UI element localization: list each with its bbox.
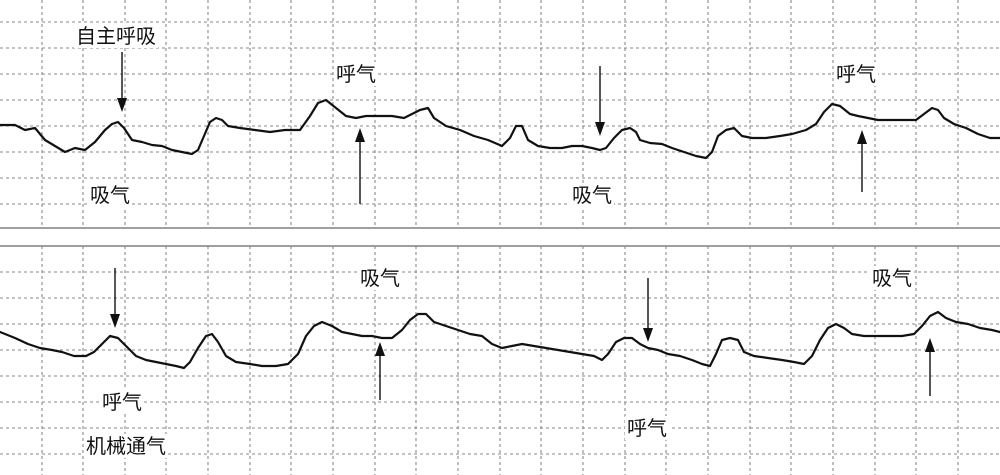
trace-mechanical: [0, 310, 1000, 370]
trace-spontaneous: [0, 98, 1000, 160]
label-inhale-bottom-2: 吸气: [870, 266, 914, 290]
label-exhale-top-2: 呼气: [834, 62, 878, 86]
arrow-top-inhale-2: [595, 66, 605, 136]
arrow-bottom-inhale-2: [925, 338, 935, 396]
grid-top: [0, 21, 1000, 229]
arrow-bottom-exhale-1: [110, 268, 120, 328]
label-inhale-top-1: 吸气: [88, 183, 132, 207]
label-exhale-bottom-2: 呼气: [625, 416, 669, 440]
mode-label-mechanical: 机械通气: [84, 434, 168, 458]
grid-verticals: [41, 0, 959, 475]
arrow-top-exhale-2: [857, 130, 867, 192]
label-inhale-bottom-1: 吸气: [358, 266, 402, 290]
arrow-top-exhale-1: [355, 128, 365, 204]
mode-label-spontaneous: 自主呼吸: [74, 24, 158, 48]
label-inhale-top-2: 吸气: [570, 183, 614, 207]
arrow-bottom-exhale-2: [643, 278, 653, 342]
label-exhale-bottom-1: 呼气: [100, 390, 144, 414]
arrow-top-mode: [117, 52, 127, 112]
arrow-bottom-inhale-1: [375, 342, 385, 400]
label-exhale-top-1: 呼气: [334, 62, 378, 86]
